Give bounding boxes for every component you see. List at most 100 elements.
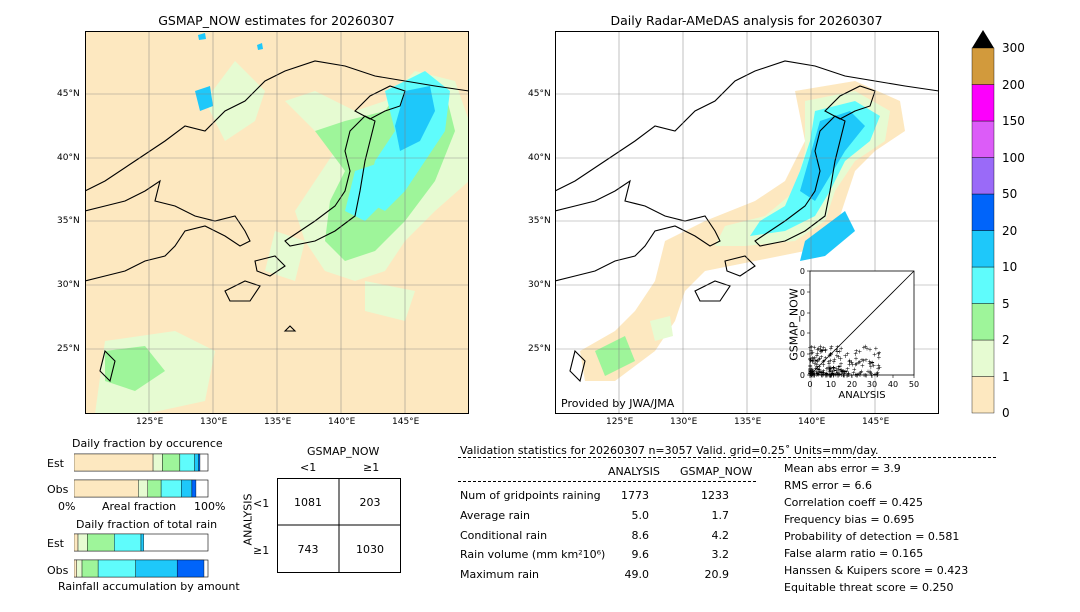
tr-bars-Obs-10-20 xyxy=(135,559,178,578)
scatter-point: + xyxy=(808,364,813,371)
scatter-point: + xyxy=(828,351,833,358)
scatter-point: + xyxy=(867,368,872,375)
scatter-point: + xyxy=(830,368,835,375)
sy-50: 50 xyxy=(800,267,805,276)
scatter-point: + xyxy=(810,369,815,376)
left-coastlines xyxy=(85,60,469,383)
scatter-point: + xyxy=(820,372,825,379)
colorbar-label-200: 200 xyxy=(1002,77,1025,92)
scatter-point: + xyxy=(839,368,844,375)
colorbar-label-1: 1 xyxy=(1002,369,1010,384)
scatter-point: + xyxy=(844,369,849,376)
colorbar-label-20: 20 xyxy=(1002,223,1018,238)
scatter-point: + xyxy=(872,371,877,378)
scatter-point: + xyxy=(826,359,831,366)
scatter-point: + xyxy=(814,364,819,371)
ct-cell-01: 203 xyxy=(360,496,381,509)
right-lat-40: 40°N xyxy=(528,153,551,163)
row0-gsmap: 1233 xyxy=(701,489,729,502)
scatter-point: + xyxy=(830,371,835,378)
tr-bars-Est-2-5 xyxy=(87,533,115,552)
scatter-point: + xyxy=(863,372,868,379)
score-rms: RMS error = 6.6 xyxy=(784,479,872,492)
scatter-point: + xyxy=(818,369,823,376)
sy-40: 40 xyxy=(800,288,805,297)
scatter-point: + xyxy=(836,371,841,378)
occ-bars-Obs-10-20 xyxy=(180,479,193,498)
left-lon-135: 135°E xyxy=(264,417,292,427)
tr-bars-Est-1-2 xyxy=(77,533,88,552)
scatter-point: + xyxy=(831,371,836,378)
scatter-point: + xyxy=(816,346,821,353)
scatter-point: + xyxy=(862,372,867,379)
scatter-point: + xyxy=(814,369,819,376)
scatter-point: + xyxy=(867,358,872,365)
ct-col-header: GSMAP_NOW xyxy=(307,445,380,458)
scatter-point: + xyxy=(867,361,872,368)
scatter-point: + xyxy=(809,344,814,351)
scatter-point: + xyxy=(847,359,852,366)
ct-cell-10: 743 xyxy=(298,543,319,556)
occ-bars-Obs-2-5 xyxy=(147,479,162,498)
right-lon-135: 135°E xyxy=(734,417,762,427)
scatter-point: + xyxy=(819,370,824,377)
scatter-point: + xyxy=(809,351,814,358)
scatter-point: + xyxy=(815,347,820,354)
scatter-point: + xyxy=(815,358,820,365)
occ-axis-0: 0% xyxy=(58,500,76,513)
scatter-points: ++++++++ ++++++++++ ++++ ++ +++ ++++++++ +++++… xyxy=(807,343,882,379)
col-analysis: ANALYSIS xyxy=(608,465,660,478)
scatter-point: + xyxy=(845,372,850,379)
total-rain-title: Daily fraction of total rain xyxy=(76,518,218,531)
scatter-point: + xyxy=(812,373,817,380)
scatter-point: + xyxy=(827,372,832,379)
scatter-point: + xyxy=(818,347,823,354)
ct-cell-11: 1030 xyxy=(356,543,384,556)
scatter-point: + xyxy=(808,369,813,376)
scatter-point: + xyxy=(853,372,858,379)
occ-bars-Est-<1 xyxy=(74,453,154,472)
colorbar xyxy=(971,30,995,414)
scatter-point: + xyxy=(829,366,834,373)
scatter-point: + xyxy=(808,369,813,376)
data-credit: Provided by JWA/JMA xyxy=(561,397,675,410)
occ-bars-Est-10-20 xyxy=(194,453,199,472)
scatter-point: + xyxy=(809,372,814,379)
scatter-point: + xyxy=(828,365,833,372)
scatter-point: + xyxy=(809,370,814,377)
sy-20: 20 xyxy=(800,329,805,338)
scatter-point: + xyxy=(865,345,870,352)
scatter-point: + xyxy=(853,362,858,369)
scatter-point: + xyxy=(817,370,822,377)
occ-bars-Est-2-5 xyxy=(162,453,181,472)
row2-analysis: 8.6 xyxy=(631,529,650,542)
scatter-point: + xyxy=(807,367,812,374)
score-hk: Hanssen & Kuipers score = 0.423 xyxy=(784,564,969,577)
scatter-point: + xyxy=(813,365,818,372)
scatter-point: + xyxy=(835,372,840,379)
scatter-point: + xyxy=(810,371,815,378)
scatter-point: + xyxy=(828,351,833,358)
scatter-point: + xyxy=(812,372,817,379)
scatter-point: + xyxy=(858,370,863,377)
score-ets: Equitable threat score = 0.250 xyxy=(784,581,954,594)
row3-gsmap: 3.2 xyxy=(711,548,730,561)
left-map-title: GSMAP_NOW estimates for 20260307 xyxy=(158,13,395,28)
colorbar-extend-arrow xyxy=(972,30,994,48)
tr-bars-Est-5-10 xyxy=(114,533,142,552)
scatter-point: + xyxy=(810,371,815,378)
scatter-point: + xyxy=(834,347,839,354)
scatter-point: + xyxy=(815,350,820,357)
scatter-point: + xyxy=(840,369,845,376)
scatter-point: + xyxy=(842,369,847,376)
scatter-point: + xyxy=(808,369,813,376)
scatter-point: + xyxy=(854,372,859,379)
row1-gsmap: 1.7 xyxy=(711,509,730,522)
colorbar-label-50: 50 xyxy=(1002,187,1018,201)
scatter-point: + xyxy=(875,372,880,379)
scatter-point: + xyxy=(851,370,856,377)
scatter-point: + xyxy=(814,353,819,360)
scatter-point: + xyxy=(835,349,840,356)
scatter-point: + xyxy=(810,370,815,377)
sx-20: 20 xyxy=(847,380,857,389)
